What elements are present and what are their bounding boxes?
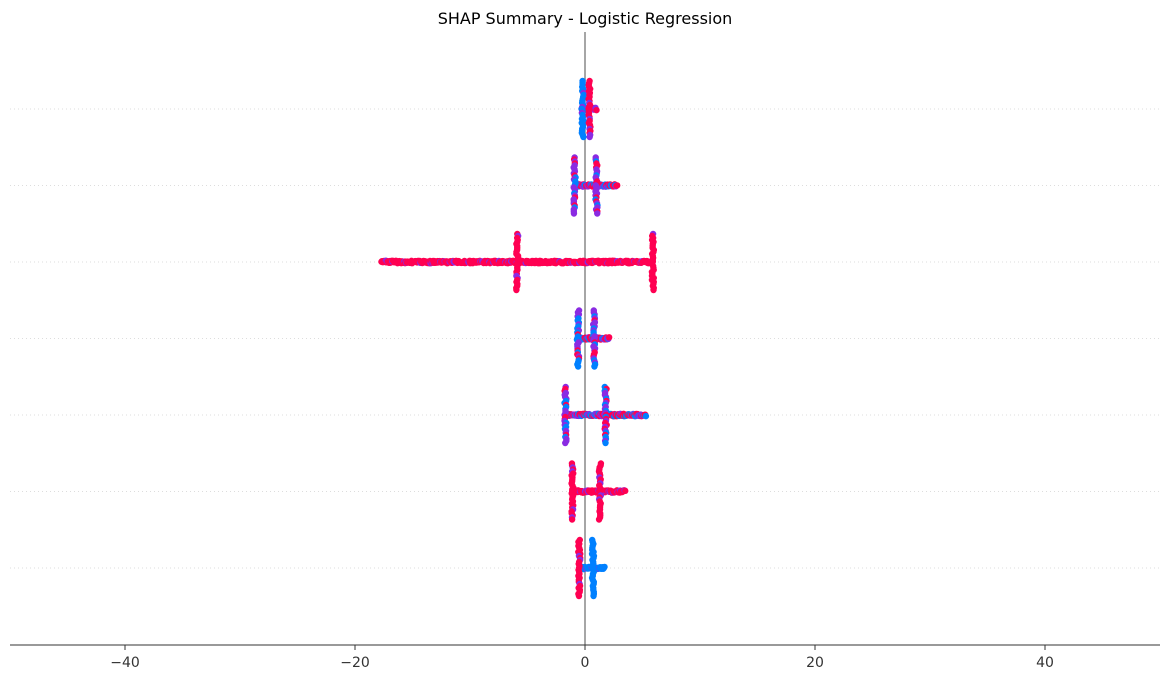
shap-point [513,286,520,294]
feature-row-7 [575,536,608,600]
shap-point [586,133,593,141]
feature-row-5 [561,383,650,447]
shap-point [602,439,609,447]
x-tick-label: 20 [806,655,824,671]
x-tick-label: 40 [1036,655,1054,671]
x-tick-label: −20 [340,655,370,671]
shap-point [605,334,613,341]
shap-point [575,592,583,600]
shap-points [378,77,658,600]
shap-point [601,563,608,571]
x-tick-label: −40 [110,655,140,671]
feature-row-6 [568,460,629,523]
feature-row-4 [573,307,613,370]
shap-point [622,487,629,495]
shap-point [570,210,578,217]
x-axis-ticks: −40 −20 0 20 40 [110,645,1054,671]
x-tick-label: 0 [581,655,590,671]
shap-point [590,592,597,600]
shap-point [595,516,603,523]
shap-point [591,363,598,370]
shap-point [614,182,621,189]
shap-point [568,516,576,523]
feature-row-2 [570,154,621,217]
shap-point [562,439,569,447]
feature-row-3 [378,230,658,294]
shap-point [593,106,600,114]
shap-point [574,363,582,370]
shap-point [642,412,650,420]
feature-row-1 [578,77,600,141]
shap-point [650,286,657,294]
chart-title: SHAP Summary - Logistic Regression [438,9,733,28]
shap-point [594,210,601,217]
shap-point [580,133,587,141]
